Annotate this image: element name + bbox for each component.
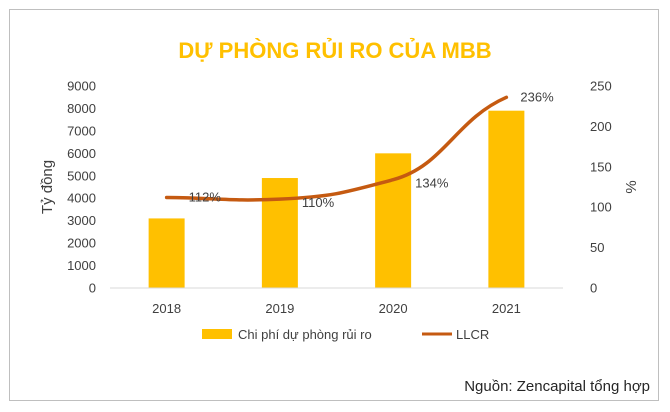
y-tick-label: 1000	[67, 258, 96, 273]
chart-title: DỰ PHÒNG RỦI RO CỦA MBB	[178, 38, 491, 63]
bar	[261, 178, 298, 288]
x-tick-label: 2019	[265, 301, 294, 316]
y-right-tick-label: 50	[590, 240, 604, 255]
bar	[148, 218, 185, 288]
llcr-data-label: 112%	[189, 190, 222, 205]
bar	[488, 110, 525, 288]
y-right-tick-label: 150	[590, 159, 612, 174]
llcr-data-label: 236%	[520, 89, 554, 104]
source-note: Nguồn: Zencapital tổng hợp	[464, 378, 650, 395]
llcr-line	[164, 95, 509, 202]
y-tick-label: 8000	[67, 101, 96, 116]
y-right-tick-label: 100	[590, 200, 612, 215]
y-right-tick-label: 0	[590, 281, 597, 296]
x-tick-label: 2020	[379, 301, 408, 316]
llcr-data-label: 110%	[302, 195, 335, 210]
y-tick-label: 4000	[67, 191, 96, 206]
llcr-data-label: 134%	[415, 176, 449, 191]
y-tick-label: 7000	[67, 123, 96, 138]
y-right-tick-label: 200	[590, 119, 612, 134]
legend-bar-swatch	[202, 329, 232, 339]
chart-frame	[9, 9, 659, 401]
y-tick-label: 3000	[67, 213, 96, 228]
legend-bar-label: Chi phí dự phòng rủi ro	[238, 327, 372, 342]
y-tick-label: 2000	[67, 236, 96, 251]
y-tick-label: 5000	[67, 168, 96, 183]
legend-line-label: LLCR	[456, 327, 489, 342]
y-axis-right-label: %	[623, 180, 640, 193]
y-tick-label: 0	[89, 281, 96, 296]
y-tick-label: 9000	[67, 79, 96, 94]
y-axis-label: Tỷ đồng	[39, 160, 56, 214]
y-tick-label: 6000	[67, 146, 96, 161]
y-right-tick-label: 250	[590, 79, 612, 94]
x-tick-label: 2021	[492, 301, 521, 316]
x-tick-label: 2018	[152, 301, 181, 316]
